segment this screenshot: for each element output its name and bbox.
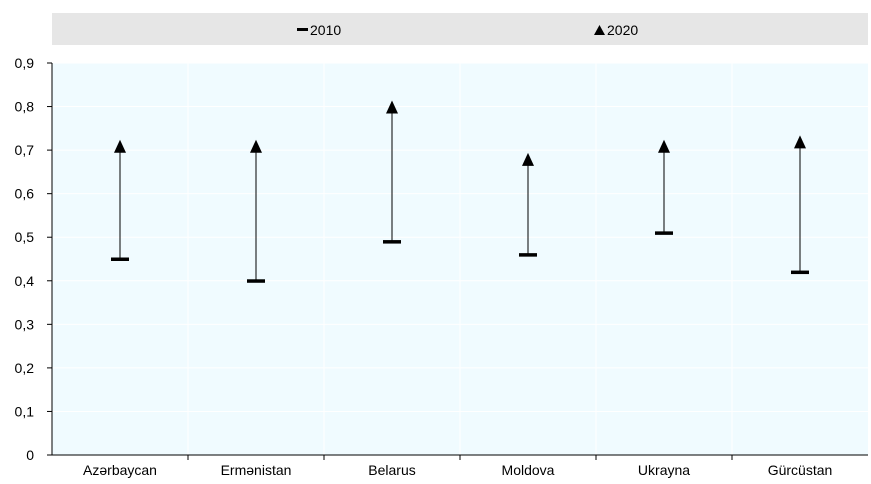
marker-2010 xyxy=(111,257,129,261)
legend: 2010 2020 xyxy=(297,22,638,38)
y-tick-label: 0,9 xyxy=(15,55,35,71)
y-tick-label: 0,5 xyxy=(15,229,35,245)
legend-marker-triangle xyxy=(594,25,605,35)
y-tick-label: 0,2 xyxy=(15,360,35,376)
x-tick-label: Azərbaycan xyxy=(83,462,157,478)
marker-2020 xyxy=(250,139,262,153)
marker-2020 xyxy=(114,139,126,153)
x-tick-label: Ermənistan xyxy=(221,462,292,478)
marker-2020 xyxy=(794,135,806,149)
y-tick-label: 0,8 xyxy=(15,99,35,115)
x-tick-label: Moldova xyxy=(502,462,555,478)
y-tick-label: 0,1 xyxy=(15,403,35,419)
legend-item-2020: 2020 xyxy=(594,22,638,38)
marker-2010 xyxy=(247,279,265,283)
marker-2010 xyxy=(655,231,673,235)
legend-label-2010: 2010 xyxy=(310,22,341,38)
marker-2020 xyxy=(658,139,670,153)
x-tick-labels: Azərbaycan Ermənistan Belarus Moldova Ukrayn… xyxy=(83,462,832,478)
y-tick-label: 0,3 xyxy=(15,316,35,332)
marker-2010 xyxy=(519,253,537,257)
y-tick-label: 0 xyxy=(26,447,34,463)
x-tick-label: Gürcüstan xyxy=(768,462,833,478)
marker-2010 xyxy=(791,270,809,275)
data-marks xyxy=(111,100,809,283)
legend-marker-dash xyxy=(297,28,308,31)
x-tick-label: Ukrayna xyxy=(638,462,690,478)
legend-bar xyxy=(52,13,868,45)
x-tick-label: Belarus xyxy=(368,462,415,478)
y-tick-label: 0,4 xyxy=(15,273,35,289)
y-tick-label: 0,7 xyxy=(15,142,35,158)
gridlines xyxy=(52,62,868,455)
marker-2020 xyxy=(522,152,534,166)
legend-label-2020: 2020 xyxy=(607,22,638,38)
marker-2020 xyxy=(386,100,398,114)
legend-item-2010: 2010 xyxy=(297,22,341,38)
y-tick-labels: 0 0,1 0,2 0,3 0,4 0,5 0,6 0,7 0,8 0,9 xyxy=(15,55,733,463)
y-tick-label: 0,6 xyxy=(15,186,35,202)
marker-2010 xyxy=(383,240,401,244)
